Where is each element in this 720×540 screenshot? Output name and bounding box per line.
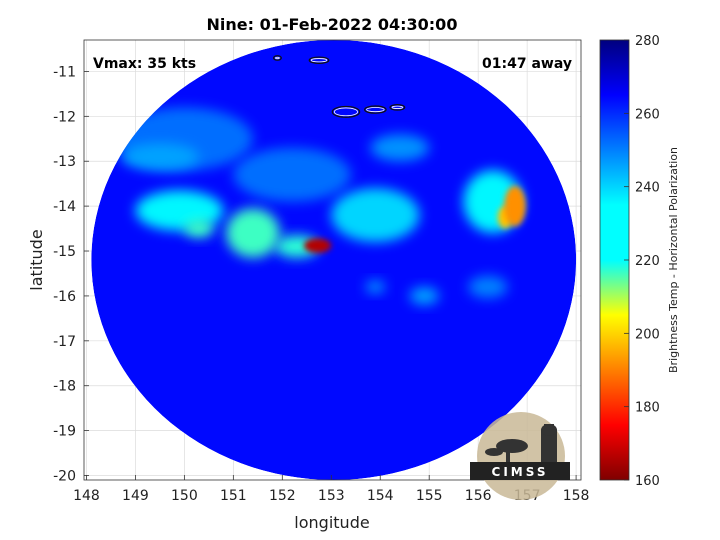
x-tick-label: 148 xyxy=(73,488,100,504)
x-tick-label: 156 xyxy=(465,488,492,504)
y-axis-label: latitude xyxy=(27,229,46,290)
coastline-inner xyxy=(391,105,404,109)
x-tick-label: 150 xyxy=(171,488,198,504)
time-away-annotation: 01:47 away xyxy=(482,56,572,72)
brightness-feature xyxy=(233,147,351,202)
coastline xyxy=(308,56,330,64)
colorbar-tick-label: 200 xyxy=(635,327,660,342)
brightness-feature xyxy=(226,208,280,258)
coastline xyxy=(272,55,282,61)
swath-layer xyxy=(91,40,577,480)
plot-border xyxy=(83,39,582,481)
brightness-feature xyxy=(331,188,420,243)
swath-background xyxy=(91,40,577,480)
colorbar-tick-label: 180 xyxy=(635,401,660,416)
x-tick-label: 155 xyxy=(416,488,443,504)
brightness-feature xyxy=(184,219,214,238)
brightness-feature xyxy=(303,238,332,253)
y-tick-label: -13 xyxy=(53,154,76,170)
vmax-annotation: Vmax: 35 kts xyxy=(93,56,196,72)
colorbar-tick-label: 260 xyxy=(635,107,660,122)
colorbar-tick-label: 220 xyxy=(635,254,660,269)
y-tick-label: -19 xyxy=(53,424,76,440)
colorbar-label: Brightness Temp - Horizontal Polarizatio… xyxy=(667,147,680,373)
logo-text: CIMSS xyxy=(492,465,549,479)
coastline xyxy=(389,104,406,111)
x-tick-label: 151 xyxy=(220,488,247,504)
x-tick-label: 152 xyxy=(269,488,296,504)
y-tick-label: -14 xyxy=(53,199,76,215)
coastline xyxy=(363,105,387,114)
y-tick-label: -15 xyxy=(53,244,76,260)
brightness-feature xyxy=(365,280,386,294)
x-tick-label: 158 xyxy=(563,488,590,504)
cimss-logo: CIMSS xyxy=(470,412,570,500)
brightness-feature xyxy=(370,134,430,162)
chart-title: Nine: 01-Feb-2022 04:30:00 xyxy=(207,15,458,34)
brightness-feature xyxy=(468,275,508,299)
y-tick-label: -18 xyxy=(53,379,76,395)
coastline xyxy=(331,105,361,118)
coastline-inner xyxy=(333,107,359,117)
x-axis-label: longitude xyxy=(294,513,369,532)
y-tick-label: -16 xyxy=(53,289,76,305)
colorbar-tick-label: 160 xyxy=(635,474,660,489)
coastline-layer xyxy=(272,55,406,118)
brightness-feature xyxy=(504,185,526,227)
colorbar-tick-label: 240 xyxy=(635,181,660,196)
y-tick-label: -12 xyxy=(53,109,76,125)
brightness-feature xyxy=(120,143,200,171)
brightness-feature xyxy=(409,286,439,305)
x-tick-label: 153 xyxy=(318,488,345,504)
y-tick-label: -17 xyxy=(53,334,76,350)
coastline-inner xyxy=(310,58,328,63)
x-tick-label: 149 xyxy=(122,488,149,504)
colorbar-tick-label: 280 xyxy=(635,34,660,49)
coastline-inner xyxy=(366,107,385,113)
colorbar-ticks: 160 180 200 220 240 260 280 xyxy=(624,34,660,489)
y-tick-label: -11 xyxy=(53,64,76,80)
x-tick-label: 154 xyxy=(367,488,394,504)
coastline-inner xyxy=(275,56,280,60)
y-tick-label: -20 xyxy=(53,469,76,485)
